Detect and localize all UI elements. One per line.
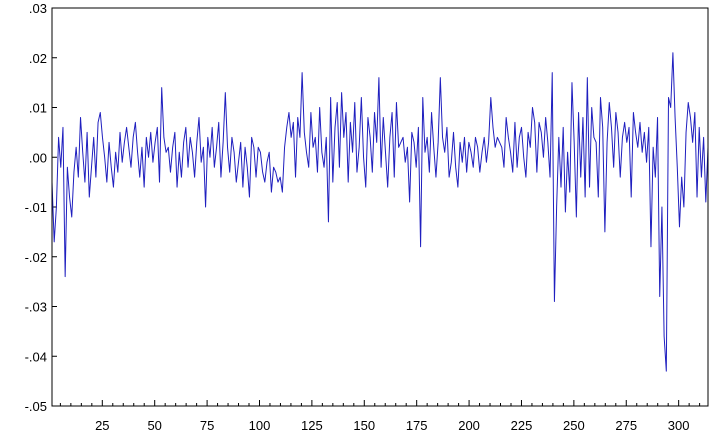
- y-tick-label: -.05: [25, 399, 47, 414]
- y-tick-label: -.02: [25, 250, 47, 265]
- x-tick-label: 175: [406, 418, 428, 433]
- y-tick-label: .03: [29, 1, 47, 16]
- y-tick-label: -.04: [25, 349, 47, 364]
- x-tick-label: 200: [458, 418, 480, 433]
- tick-labels: .03 .02 .01 .00 -.01 -.02 -.03 -.04 -.05 25 50 75 10…: [25, 1, 690, 433]
- x-tick-label: 150: [353, 418, 375, 433]
- tick-marks: [52, 7, 701, 407]
- x-tick-label: 75: [200, 418, 214, 433]
- x-tick-label: 100: [249, 418, 271, 433]
- x-tick-label: 225: [511, 418, 533, 433]
- y-tick-label: -.01: [25, 200, 47, 215]
- x-tick-label: 50: [147, 418, 161, 433]
- x-tick-label: 25: [95, 418, 109, 433]
- series-line: [51, 52, 709, 372]
- x-tick-label: 275: [615, 418, 637, 433]
- y-tick-label: .00: [29, 150, 47, 165]
- x-tick-label: 300: [668, 418, 690, 433]
- y-tick-label: .02: [29, 51, 47, 66]
- x-tick-label: 125: [301, 418, 323, 433]
- plot-frame: [51, 7, 709, 407]
- x-tick-label: 250: [563, 418, 585, 433]
- y-tick-label: .01: [29, 101, 47, 116]
- y-tick-label: -.03: [25, 300, 47, 315]
